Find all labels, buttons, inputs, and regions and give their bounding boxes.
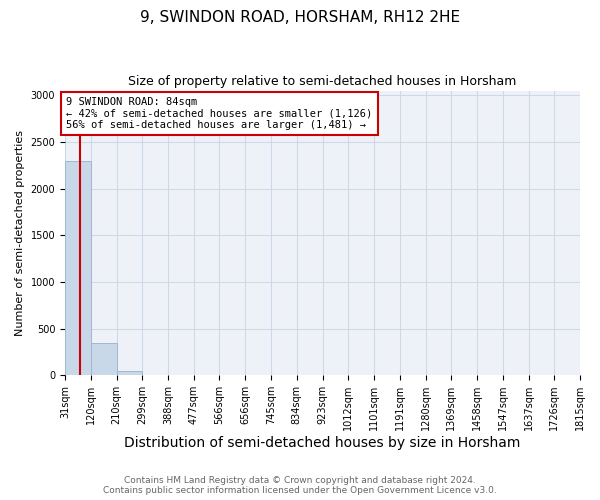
- Text: 9, SWINDON ROAD, HORSHAM, RH12 2HE: 9, SWINDON ROAD, HORSHAM, RH12 2HE: [140, 10, 460, 25]
- Text: 9 SWINDON ROAD: 84sqm
← 42% of semi-detached houses are smaller (1,126)
56% of s: 9 SWINDON ROAD: 84sqm ← 42% of semi-deta…: [66, 97, 373, 130]
- Title: Size of property relative to semi-detached houses in Horsham: Size of property relative to semi-detach…: [128, 75, 517, 88]
- Y-axis label: Number of semi-detached properties: Number of semi-detached properties: [15, 130, 25, 336]
- Bar: [91, 342, 116, 375]
- Bar: [65, 160, 91, 375]
- Bar: [116, 370, 142, 375]
- Text: Contains HM Land Registry data © Crown copyright and database right 2024.
Contai: Contains HM Land Registry data © Crown c…: [103, 476, 497, 495]
- X-axis label: Distribution of semi-detached houses by size in Horsham: Distribution of semi-detached houses by …: [124, 436, 521, 450]
